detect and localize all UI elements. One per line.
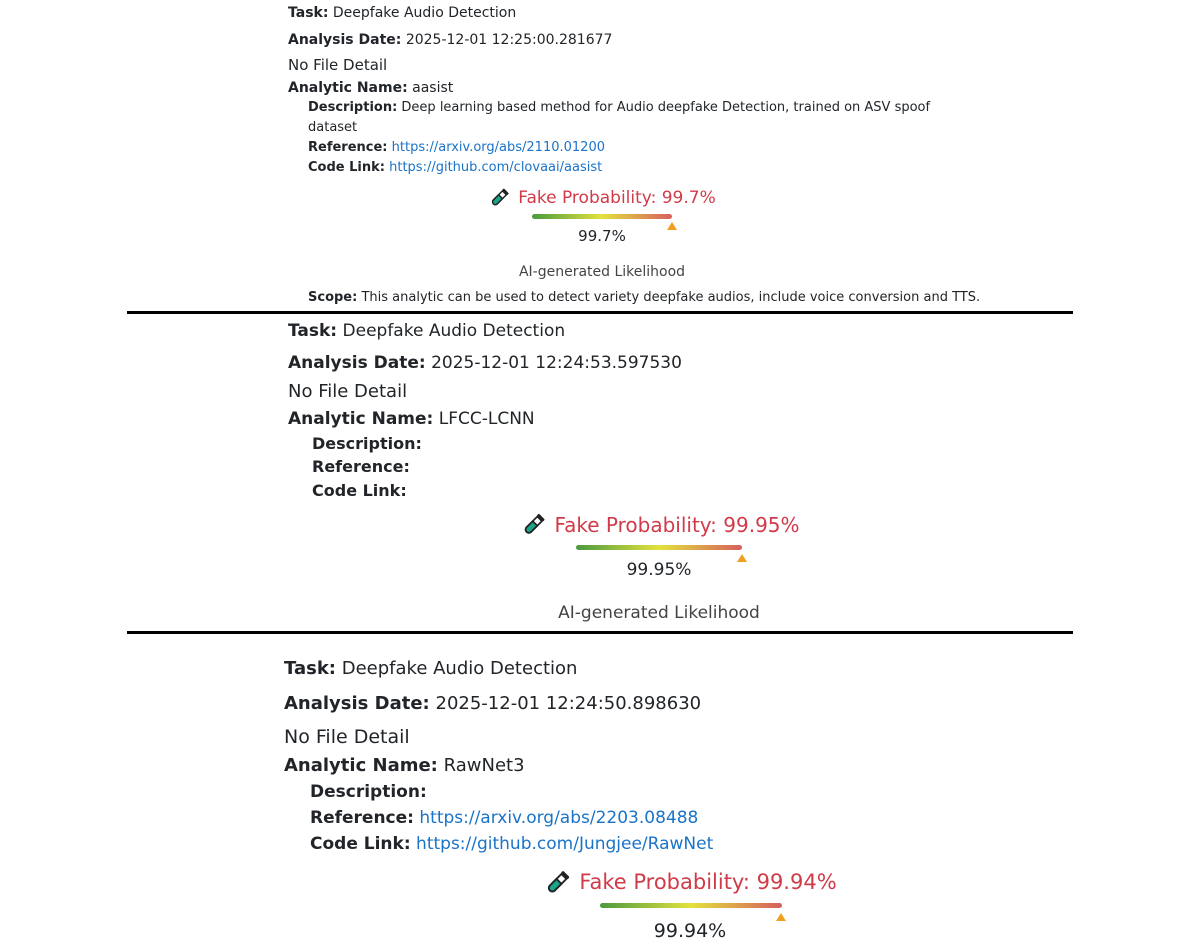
date-row: Analysis Date: 2025-12-01 12:25:00.28167… [288,32,613,48]
code-link[interactable]: https://github.com/clovaai/aasist [389,160,603,175]
likelihood-label: AI-generated Likelihood [558,603,760,623]
code-row: Code Link: https://github.com/Jungjee/Ra… [310,834,714,854]
code-row: Code Link: https://github.com/clovaai/aa… [308,160,603,175]
fake-probability: Fake Probability: 99.94% [543,869,837,897]
description-row: Description: [312,434,422,453]
test-tube-icon [543,869,571,897]
file-detail: No File Detail [288,56,388,74]
code-link[interactable]: https://github.com/Jungjee/RawNet [416,834,714,854]
fake-probability: Fake Probability: 99.7% [488,187,716,209]
probability-bar [576,545,742,550]
probability-bar [532,214,672,219]
file-detail: No File Detail [288,381,408,402]
analytic-row: Analytic Name: RawNet3 [284,755,525,776]
date-row: Analysis Date: 2025-12-01 12:24:53.59753… [288,353,682,373]
task-row: Task: Deepfake Audio Detection [288,5,517,21]
divider [127,311,1073,314]
analytic-row: Analytic Name: aasist [288,80,454,96]
divider [127,631,1073,634]
date-row: Analysis Date: 2025-12-01 12:24:50.89863… [284,693,702,714]
probability-value: 99.95% [626,560,692,580]
probability-value: 99.94% [653,920,727,942]
likelihood-label: AI-generated Likelihood [518,264,686,280]
probability-indicator [667,222,677,230]
probability-bar [600,903,782,908]
analytic-row: Analytic Name: LFCC-LCNN [288,409,535,429]
fake-probability: Fake Probability: 99.95% [520,512,800,538]
description-continued: dataset [308,120,358,135]
description-row: Description: Deep learning based method … [308,100,931,115]
reference-row: Reference: https://arxiv.org/abs/2110.01… [308,140,605,155]
description-row: Description: [310,782,427,802]
test-tube-icon [488,187,510,209]
probability-value: 99.7% [578,227,626,245]
task-row: Task: Deepfake Audio Detection [288,321,566,341]
reference-link[interactable]: https://arxiv.org/abs/2110.01200 [391,140,605,155]
probability-indicator [737,554,747,562]
reference-link[interactable]: https://arxiv.org/abs/2203.08488 [419,808,699,828]
probability-indicator [776,913,786,921]
task-row: Task: Deepfake Audio Detection [284,658,578,679]
file-detail: No File Detail [284,726,410,748]
scope-row: Scope: This analytic can be used to dete… [308,290,981,305]
reference-row: Reference: https://arxiv.org/abs/2203.08… [310,808,699,828]
test-tube-icon [520,512,546,538]
code-row: Code Link: [312,481,407,500]
reference-row: Reference: [312,457,410,476]
